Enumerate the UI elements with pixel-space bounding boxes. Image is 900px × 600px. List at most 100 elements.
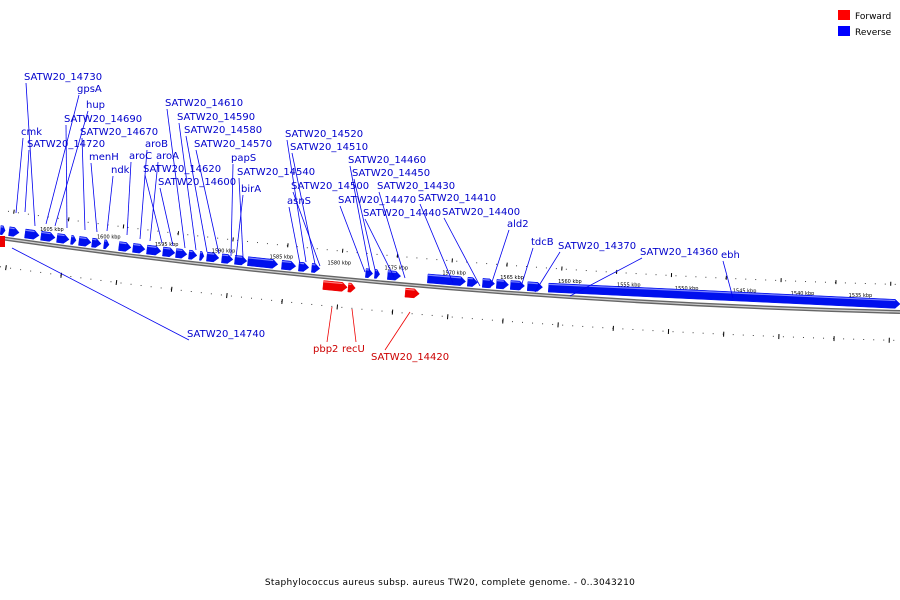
guide-dot xyxy=(562,324,564,326)
gene-shine xyxy=(427,274,461,279)
guide-dot xyxy=(107,224,109,226)
reverse-leader-line xyxy=(238,177,244,258)
guide-dot xyxy=(685,275,687,277)
guide-dot xyxy=(755,279,757,281)
gene-f0 xyxy=(322,280,348,292)
guide-dot xyxy=(87,221,89,223)
forward-leader-line xyxy=(351,308,357,343)
reverse-leader-line xyxy=(230,163,234,257)
guide-dot xyxy=(140,285,142,287)
reverse-leader-line xyxy=(149,161,159,242)
reverse-gene-label: SATW20_14540 xyxy=(237,167,315,178)
guide-dot xyxy=(782,336,784,338)
reverse-leader-line xyxy=(291,152,316,265)
guide-dot xyxy=(451,316,453,318)
guide-dot xyxy=(150,286,152,288)
guide-dot xyxy=(675,275,677,277)
reverse-gene-label: SATW20_14500 xyxy=(291,181,369,192)
guide-dot xyxy=(311,303,313,305)
forward-legend-swatch xyxy=(838,10,850,20)
gene-r15 xyxy=(199,251,205,261)
guide-dot xyxy=(371,309,373,311)
reverse-leader-line xyxy=(419,203,454,284)
guide-dot xyxy=(843,338,845,340)
guide-dot xyxy=(545,267,547,269)
gene-shine xyxy=(387,271,397,274)
gene-r27 xyxy=(467,276,478,287)
tick-label: 1540 kbp xyxy=(791,291,815,297)
gene-arrow xyxy=(70,235,77,245)
reverse-leader-line xyxy=(178,122,197,251)
guide-dot xyxy=(645,273,647,275)
gene-arrow xyxy=(526,281,543,292)
gene-arrow xyxy=(146,244,162,256)
guide-dot xyxy=(251,297,253,299)
guide-dot xyxy=(117,225,119,227)
gene-r3 xyxy=(40,230,56,242)
gene-arrow xyxy=(118,241,132,252)
reverse-leader-line xyxy=(144,174,163,244)
reverse-leader-line xyxy=(15,137,24,214)
guide-dot xyxy=(17,212,19,214)
gene-arrow xyxy=(0,225,6,236)
reverse-gene-label: aroC xyxy=(129,151,152,162)
reverse-gene-label: tdcB xyxy=(531,237,554,248)
gene-r20 xyxy=(281,260,297,271)
gene-r10 xyxy=(132,243,146,254)
guide-dot xyxy=(80,277,82,279)
guide-dot xyxy=(30,270,32,272)
gene-r4 xyxy=(56,233,70,244)
guide-dot xyxy=(446,259,448,261)
gene-r17 xyxy=(221,253,234,264)
guide-dot xyxy=(386,254,388,256)
guide-dot xyxy=(785,280,787,282)
guide-dot xyxy=(110,281,112,283)
tick-label: 1580 kbp xyxy=(328,260,352,266)
gene-shine xyxy=(207,252,215,255)
guide-dot xyxy=(411,313,413,315)
guide-dot xyxy=(735,278,737,280)
gene-shine xyxy=(510,281,520,283)
guide-dot xyxy=(491,319,493,321)
reverse-leader-line xyxy=(126,161,132,236)
guide-dot xyxy=(575,269,577,271)
guide-dot xyxy=(40,271,42,273)
reverse-leader-line xyxy=(288,206,301,265)
gene-r31 xyxy=(526,281,543,292)
guide-dot xyxy=(476,262,478,264)
reverse-leader-line xyxy=(54,110,89,227)
reverse-gene-label: ald2 xyxy=(507,219,529,230)
guide-dot xyxy=(366,252,368,254)
guide-dot xyxy=(775,279,777,281)
reverse-leader-line xyxy=(722,260,734,299)
reverse-gene-label: SATW20_14450 xyxy=(352,168,430,179)
gene-r19 xyxy=(247,256,279,269)
guide-dot xyxy=(496,263,498,265)
guide-dot xyxy=(331,305,333,307)
gene-r25 xyxy=(387,270,402,281)
guide-dot xyxy=(622,328,624,330)
guide-dot xyxy=(635,273,637,275)
guide-dot xyxy=(180,289,182,291)
reverse-leader-line xyxy=(443,217,481,287)
guide-dot xyxy=(625,272,627,274)
guide-dot xyxy=(321,304,323,306)
guide-dot xyxy=(187,234,189,236)
guide-dot xyxy=(655,274,657,276)
guide-dot xyxy=(77,220,79,222)
gene-shine xyxy=(57,234,65,237)
gene-shine xyxy=(133,243,141,246)
guide-dot xyxy=(90,278,92,280)
guide-dot xyxy=(874,283,876,285)
tick-label: 1590 kbp xyxy=(212,248,236,254)
gene-r2 xyxy=(24,228,40,240)
guide-dot xyxy=(147,229,149,231)
guide-dot xyxy=(441,315,443,317)
reverse-leader-line xyxy=(534,251,561,293)
reverse-gene-label: aroB xyxy=(145,139,168,150)
gene-arrow xyxy=(206,251,220,263)
tick-label: 1605 kbp xyxy=(40,227,64,233)
reverse-leader-line xyxy=(90,162,98,233)
guide-dot xyxy=(426,258,428,260)
guide-dot xyxy=(301,302,303,304)
